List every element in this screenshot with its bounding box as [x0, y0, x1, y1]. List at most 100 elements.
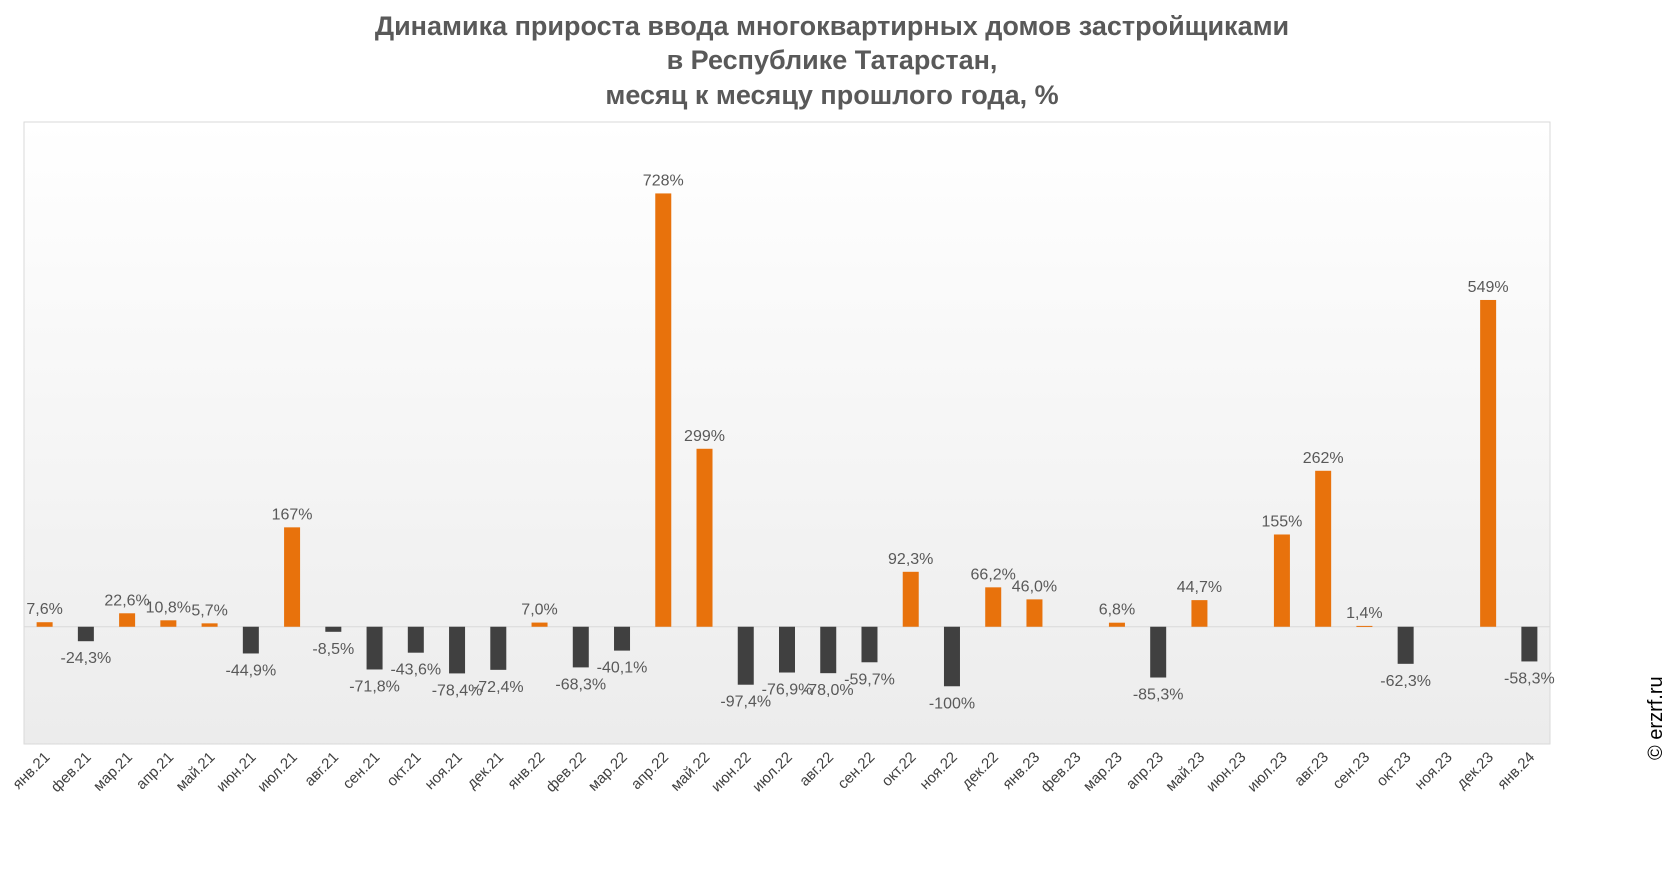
- x-tick-label-окт.22: окт.22: [878, 749, 919, 790]
- value-label-окт.21: -43,6%: [390, 662, 441, 679]
- x-tick-label-фев.21: фев.21: [48, 749, 95, 796]
- bar-авг.23: [1315, 470, 1332, 627]
- value-label-май.22: 299%: [684, 428, 725, 445]
- x-tick-label-май.23: май.23: [1162, 749, 1208, 795]
- x-tick-label-янв.21: янв.21: [9, 749, 53, 793]
- x-tick-label-июл.23: июл.23: [1244, 749, 1291, 796]
- bar-май.22: [696, 448, 713, 627]
- x-tick-label-июл.22: июл.22: [749, 749, 796, 796]
- value-label-мар.22: -40,1%: [597, 660, 648, 677]
- x-tick-label-июн.21: июн.21: [213, 749, 260, 796]
- x-tick-label-авг.22: авг.22: [796, 749, 837, 790]
- x-tick-label-фев.22: фев.22: [543, 749, 590, 796]
- value-label-июн.22: -97,4%: [720, 694, 771, 711]
- x-tick-label-июн.22: июн.22: [708, 749, 755, 796]
- bar-окт.22: [902, 571, 919, 627]
- value-label-июл.23: 155%: [1261, 513, 1302, 530]
- value-label-июл.21: 167%: [272, 506, 313, 523]
- bar-фев.21: [77, 626, 94, 642]
- bar-июн.21: [242, 626, 259, 654]
- x-tick-label-май.22: май.22: [667, 749, 713, 795]
- x-tick-label-июн.23: июн.23: [1203, 749, 1250, 796]
- bar-окт.23: [1397, 626, 1414, 664]
- x-tick-label-ноя.23: ноя.23: [1411, 749, 1455, 793]
- x-tick-label-дек.21: дек.21: [464, 749, 507, 792]
- value-label-дек.21: -72,4%: [473, 679, 524, 696]
- x-tick-label-июл.21: июл.21: [254, 749, 301, 796]
- value-label-май.23: 44,7%: [1177, 579, 1222, 596]
- bar-янв.23: [1026, 599, 1043, 627]
- value-label-сен.22: -59,7%: [844, 671, 895, 688]
- bar-апр.22: [655, 193, 672, 627]
- bar-июл.21: [284, 527, 301, 627]
- bar-сен.21: [366, 626, 383, 670]
- bar-апр.23: [1150, 626, 1167, 678]
- bar-сен.22: [861, 626, 878, 663]
- value-label-янв.23: 46,0%: [1012, 578, 1057, 595]
- bar-дек.23: [1480, 299, 1497, 627]
- copyright-text: © erzrf.ru: [1645, 676, 1664, 760]
- value-label-авг.23: 262%: [1303, 450, 1344, 467]
- value-label-июн.21: -44,9%: [225, 662, 276, 679]
- x-tick-label-янв.23: янв.23: [999, 749, 1043, 793]
- x-tick-label-янв.22: янв.22: [504, 749, 548, 793]
- x-tick-label-сен.21: сен.21: [340, 749, 384, 793]
- bar-ноя.21: [449, 626, 466, 674]
- value-label-авг.21: -8,5%: [312, 641, 354, 658]
- value-label-мар.23: 6,8%: [1099, 602, 1135, 619]
- x-tick-label-янв.24: янв.24: [1494, 749, 1538, 793]
- x-tick-label-мар.21: мар.21: [90, 749, 136, 795]
- x-tick-label-май.21: май.21: [173, 749, 219, 795]
- value-label-мар.21: 22,6%: [104, 592, 149, 609]
- bar-авг.22: [820, 626, 837, 674]
- value-labels-group: 7,6% -24,3% 22,6%10,8% 5,7% -44,9% 167% -8,5% -…: [26, 172, 1554, 712]
- bar-мар.22: [614, 626, 631, 651]
- bar-июл.23: [1273, 534, 1290, 627]
- bar-дек.22: [985, 587, 1002, 627]
- value-label-янв.24: -58,3%: [1504, 670, 1555, 687]
- x-tick-label-мар.22: мар.22: [585, 749, 631, 795]
- bar-май.23: [1191, 600, 1208, 627]
- bar-авг.21: [325, 626, 342, 632]
- value-label-сен.21: -71,8%: [349, 678, 400, 695]
- bar-фев.22: [572, 626, 589, 668]
- x-tick-label-апр.22: апр.22: [628, 749, 672, 793]
- x-tick-label-ноя.21: ноя.21: [422, 749, 466, 793]
- value-label-окт.22: 92,3%: [888, 551, 933, 568]
- x-tick-label-окт.21: окт.21: [384, 749, 425, 790]
- chart-title-line-1: Динамика прироста ввода многоквартирных …: [374, 11, 1290, 41]
- value-label-ноя.21: -78,4%: [432, 682, 483, 699]
- chart-title-line-2: в Республике Татарстан,: [666, 45, 998, 75]
- bar-окт.21: [407, 626, 424, 653]
- bar-май.21: [201, 623, 218, 627]
- chart-title-line-3: месяц к месяцу прошлого года, %: [605, 80, 1059, 110]
- x-tick-label-авг.23: авг.23: [1291, 749, 1332, 790]
- x-tick-label-дек.22: дек.22: [959, 749, 1002, 792]
- x-tick-label-сен.22: сен.22: [834, 749, 878, 793]
- x-tick-label-фев.23: фев.23: [1037, 749, 1084, 796]
- value-label-сен.23: 1,4%: [1346, 605, 1382, 622]
- bar-дек.21: [490, 626, 507, 670]
- value-label-окт.23: -62,3%: [1380, 673, 1431, 690]
- x-tick-label-авг.21: авг.21: [301, 749, 342, 790]
- value-label-апр.21: 10,8%: [146, 599, 191, 616]
- x-tick-label-дек.23: дек.23: [1453, 749, 1496, 792]
- value-label-ноя.22: -100%: [929, 695, 975, 712]
- value-label-янв.22: 7,0%: [521, 602, 557, 619]
- bar-сен.23: [1356, 625, 1373, 627]
- x-tick-label-апр.21: апр.21: [133, 749, 177, 793]
- value-label-авг.22: -78,0%: [803, 682, 854, 699]
- bar-июл.22: [779, 626, 795, 673]
- x-tick-labels-group: янв.21фев.21мар.21апр.21май.21июн.21июл.…: [9, 749, 1538, 796]
- bar-апр.21: [160, 620, 177, 627]
- value-label-июл.22: -76,9%: [762, 682, 813, 699]
- x-tick-label-окт.23: окт.23: [1373, 749, 1414, 790]
- value-label-янв.21: 7,6%: [26, 601, 62, 618]
- bar-мар.21: [119, 613, 136, 627]
- value-label-дек.22: 66,2%: [971, 566, 1016, 583]
- value-label-фев.22: -68,3%: [555, 676, 606, 693]
- value-label-дек.23: 549%: [1468, 279, 1509, 296]
- x-tick-label-сен.23: сен.23: [1329, 749, 1373, 793]
